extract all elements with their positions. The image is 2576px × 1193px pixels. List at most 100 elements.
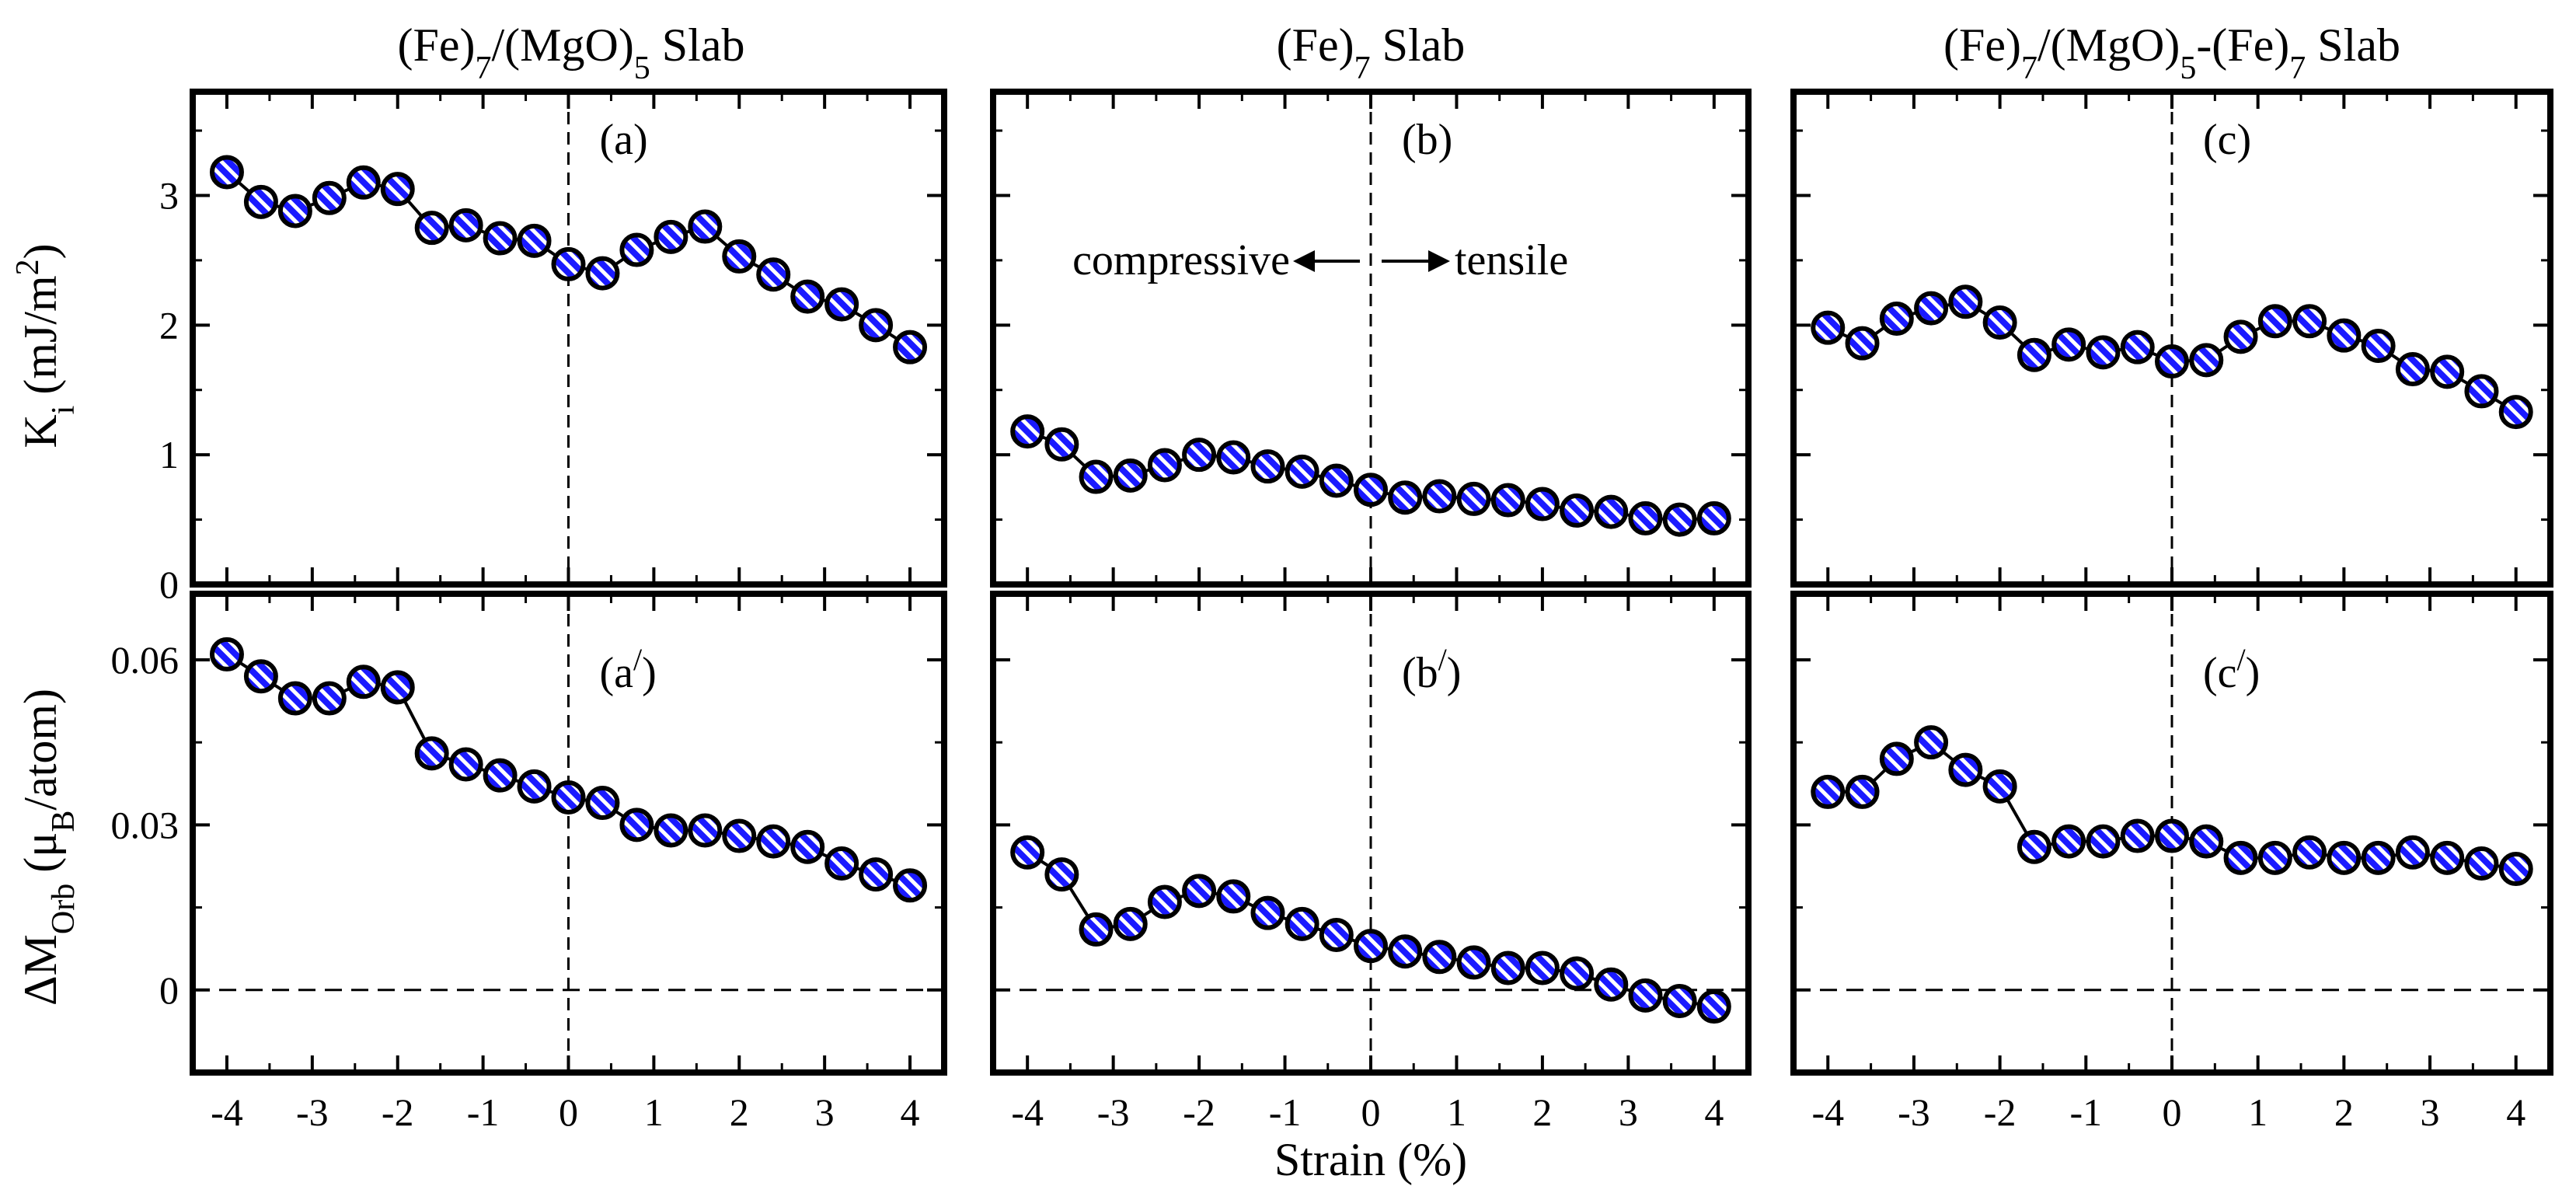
data-point (1948, 752, 1983, 787)
data-point (1010, 414, 1045, 449)
panel-label: (b) (1402, 116, 1452, 164)
data-point (2017, 337, 2051, 372)
data-point (756, 824, 791, 859)
x-axis-title: Strain (%) (1274, 1134, 1467, 1185)
data-point (1845, 326, 1880, 361)
y-tick-label: 3 (159, 173, 179, 217)
data-point (824, 846, 859, 881)
data-point (346, 665, 381, 699)
data-point (277, 194, 312, 228)
x-tick-label: 1 (1447, 1090, 1466, 1134)
y-tick-label: 0 (159, 968, 179, 1012)
data-point (2327, 840, 2362, 875)
data-point (2155, 818, 2189, 853)
panel-frame (190, 591, 947, 1076)
data-point (2327, 318, 2362, 353)
data-point (483, 758, 518, 793)
data-point (2155, 344, 2189, 379)
data-point (1388, 480, 1423, 515)
data-point (312, 681, 347, 716)
data-point (448, 747, 483, 782)
data-point (2464, 846, 2499, 881)
y-tick-label: 0 (159, 563, 179, 606)
data-point (2189, 343, 2224, 378)
data-point (2257, 840, 2292, 875)
data-point (414, 736, 449, 771)
data-point (448, 208, 483, 242)
data-point (1948, 284, 1983, 319)
column-title-2: (Fe)7/(MgO)5-(Fe)7 Slab (1943, 19, 2400, 86)
panel-frame (990, 89, 1752, 588)
data-point (585, 786, 620, 821)
data-point (2120, 330, 2155, 365)
data-point (2086, 824, 2121, 859)
y-tick-label: 1 (159, 433, 179, 476)
data-point (1845, 774, 1880, 809)
x-tick-label: 4 (2506, 1090, 2525, 1134)
data-point (1696, 501, 1731, 535)
data-point (2361, 329, 2396, 364)
data-point (619, 232, 654, 267)
data-point (2223, 840, 2258, 875)
data-point (1982, 305, 2017, 340)
data-point (517, 769, 552, 804)
x-tick-label: -1 (467, 1090, 500, 1134)
data-point (2430, 840, 2465, 875)
panel-label: (b/) (1402, 642, 1461, 698)
panel-4: -4 -3 -2 -1 0 1 2 3 4 (b/) (990, 591, 1752, 1134)
top-y-axis-title: Ki(mJ/m2) (10, 243, 82, 448)
data-point (1456, 945, 1491, 980)
panel-3: -4 -3 -2 -1 0 1 2 3 4 0 0.03 0.06 (a/) (111, 591, 947, 1134)
data-point (790, 279, 825, 314)
x-tick-label: 2 (730, 1090, 749, 1134)
data-point (1354, 473, 1388, 508)
data-point (1044, 857, 1079, 892)
data-point (551, 246, 586, 281)
x-tick-label: -2 (1183, 1090, 1215, 1134)
data-point (2395, 352, 2430, 387)
data-point (1696, 989, 1731, 1024)
data-point (893, 868, 928, 903)
data-point (1811, 774, 1846, 809)
data-point (2223, 319, 2258, 354)
panel-label: (a/) (600, 642, 657, 698)
x-tick-label: 0 (1361, 1090, 1381, 1134)
data-point (1422, 479, 1457, 514)
x-tick-label: -4 (211, 1090, 243, 1134)
data-point (1182, 874, 1217, 909)
data-point (1628, 978, 1663, 1013)
compressive-label: compressive (1072, 236, 1290, 284)
data-point (1879, 741, 1914, 776)
data-point (1594, 494, 1629, 529)
compressive-arrowhead (1293, 250, 1315, 272)
data-point (756, 257, 791, 292)
x-tick-label: -2 (1984, 1090, 2017, 1134)
data-point (1560, 956, 1595, 991)
data-point (414, 211, 449, 246)
data-point (1525, 487, 1560, 522)
data-point (2017, 829, 2051, 864)
data-point (1250, 449, 1285, 484)
data-point (1914, 725, 1949, 760)
data-point (654, 813, 688, 848)
data-point (790, 829, 825, 864)
data-point (1319, 917, 1354, 952)
data-point (1147, 884, 1182, 919)
data-point (1914, 291, 1949, 326)
panel-label: (c) (2203, 116, 2251, 164)
x-tick-label: -1 (2069, 1090, 2102, 1134)
panel-frame (1790, 89, 2553, 588)
data-point (1662, 502, 1697, 537)
data-point (688, 813, 723, 848)
data-point (1490, 951, 1525, 985)
x-tick-label: 1 (2248, 1090, 2268, 1134)
data-point (1490, 483, 1525, 518)
data-point (209, 155, 244, 190)
data-point (1525, 951, 1560, 985)
data-point (722, 818, 757, 853)
data-point (824, 287, 859, 322)
data-point (380, 670, 415, 705)
x-tick-label: -3 (1898, 1090, 1930, 1134)
